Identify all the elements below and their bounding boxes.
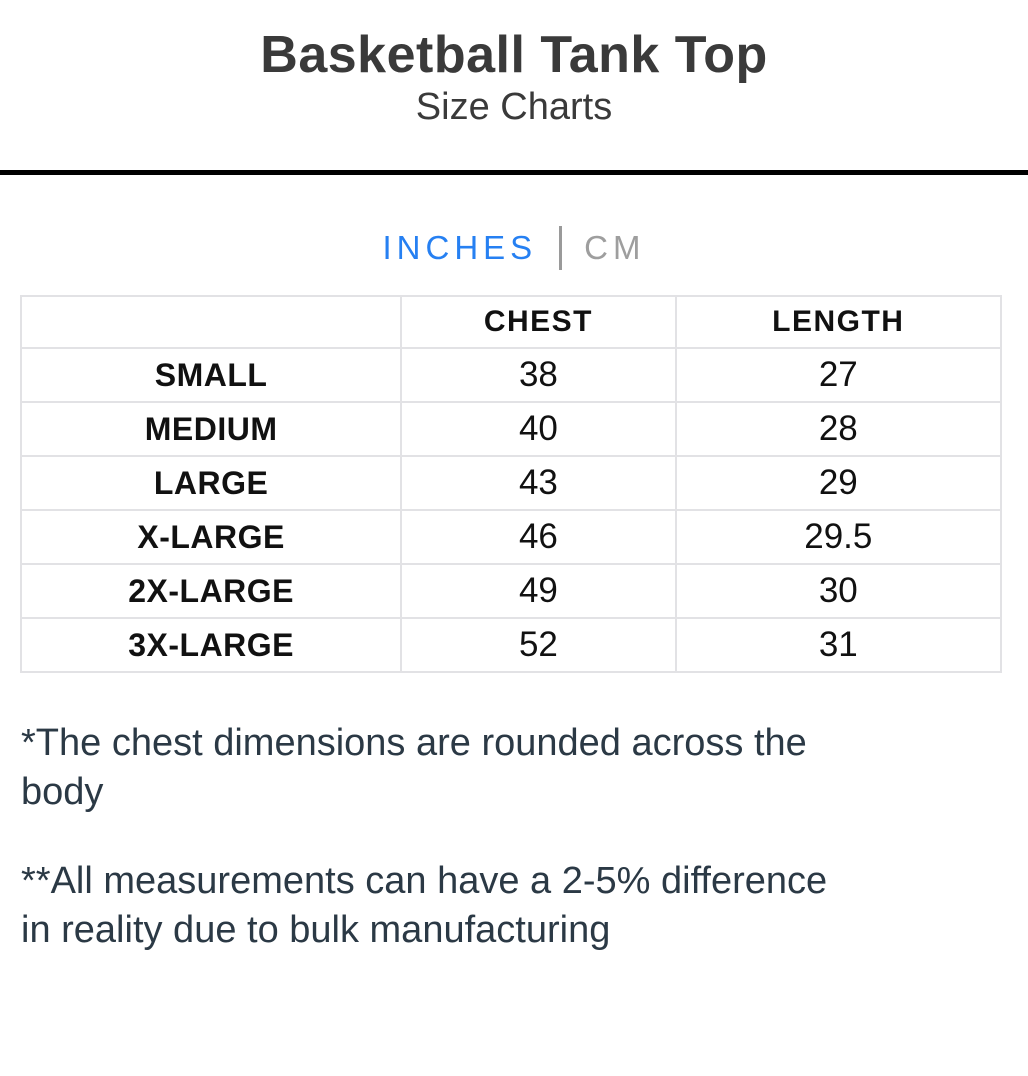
cell-length: 27 xyxy=(674,347,1003,403)
cell-length: 31 xyxy=(674,617,1003,673)
header-cell-size xyxy=(19,295,403,349)
cell-chest: 43 xyxy=(400,455,677,511)
tab-cm[interactable]: CM xyxy=(584,229,646,266)
cell-size: X-LARGE xyxy=(19,509,403,565)
table-row: SMALL 38 27 xyxy=(19,347,1003,403)
cell-chest: 40 xyxy=(400,401,677,457)
table-row: 3X-LARGE 52 31 xyxy=(19,617,1003,673)
table-row: X-LARGE 46 29.5 xyxy=(19,509,1003,565)
cell-chest: 49 xyxy=(400,563,677,619)
header-cell-chest: CHEST xyxy=(400,295,677,349)
unit-toggle: INCHES CM xyxy=(0,226,1028,270)
header: Basketball Tank Top Size Charts xyxy=(0,0,1028,130)
size-chart: CHEST LENGTH SMALL 38 27 MEDIUM 40 28 LA… xyxy=(19,295,1003,673)
table-row: 2X-LARGE 49 30 xyxy=(19,563,1003,619)
cell-size: 2X-LARGE xyxy=(19,563,403,619)
table-row: LARGE 43 29 xyxy=(19,455,1003,511)
cell-chest: 52 xyxy=(400,617,677,673)
tab-inches[interactable]: INCHES xyxy=(382,229,538,266)
cell-length: 30 xyxy=(674,563,1003,619)
page-title: Basketball Tank Top xyxy=(260,26,768,84)
cell-chest: 38 xyxy=(400,347,677,403)
cell-length: 29.5 xyxy=(674,509,1003,565)
footnotes: *The chest dimensions are rounded across… xyxy=(21,719,841,955)
cell-chest: 46 xyxy=(400,509,677,565)
header-divider xyxy=(0,170,1028,175)
size-table: CHEST LENGTH SMALL 38 27 MEDIUM 40 28 LA… xyxy=(19,295,1003,673)
table-row: MEDIUM 40 28 xyxy=(19,401,1003,457)
page-subtitle: Size Charts xyxy=(415,86,613,128)
footnote-tolerance: **All measurements can have a 2-5% diffe… xyxy=(21,860,828,951)
cell-length: 29 xyxy=(674,455,1003,511)
cell-length: 28 xyxy=(674,401,1003,457)
table-header-row: CHEST LENGTH xyxy=(19,295,1003,349)
footnote-chest: *The chest dimensions are rounded across… xyxy=(21,722,807,813)
tab-separator xyxy=(559,226,563,270)
cell-size: SMALL xyxy=(19,347,403,403)
header-cell-length: LENGTH xyxy=(674,295,1003,349)
cell-size: LARGE xyxy=(19,455,403,511)
cell-size: MEDIUM xyxy=(19,401,403,457)
cell-size: 3X-LARGE xyxy=(19,617,403,673)
